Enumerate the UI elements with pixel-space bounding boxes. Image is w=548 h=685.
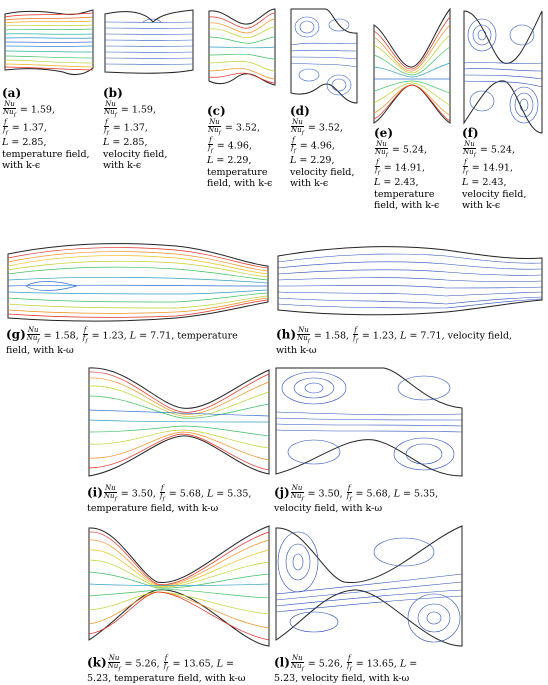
panel-c-temperature-field bbox=[207, 5, 277, 93]
panel-b-velocity-field bbox=[103, 8, 195, 80]
contour-plot bbox=[277, 246, 543, 316]
caption-i: (i) Nu Nuf = 3.50, f ff = 5.68, L = 5.35, t… bbox=[87, 484, 252, 515]
contour-plot bbox=[88, 525, 270, 647]
caption-d: (d) Nu Nuf = 3.52, f ff = 4.96, L = 2.29, … bbox=[290, 104, 355, 190]
contour-plot bbox=[4, 9, 94, 76]
caption-l: (l) Nu Nuf = 5.26, f ff = 13.65, L = 5.23, … bbox=[274, 654, 418, 685]
panel-label: (a) bbox=[2, 86, 22, 100]
contour-plot bbox=[208, 8, 276, 86]
panel-label: (e) bbox=[374, 126, 393, 140]
caption-c: (c) Nu Nuf = 3.52, f ff = 4.96, L = 2.29, … bbox=[207, 104, 273, 190]
panel-label: (f) bbox=[462, 126, 479, 140]
caption-g: (g) Nu Nuf = 1.58, f ff = 1.23, L = 7.71, t… bbox=[6, 326, 238, 357]
panel-k-temperature-field bbox=[87, 522, 271, 650]
panel-label: (g) bbox=[6, 327, 26, 342]
caption-f: (f) Nu Nuf = 5.24, f ff = 14.91, L = 2.43,… bbox=[462, 126, 527, 212]
panel-a-temperature-field bbox=[3, 8, 95, 80]
panel-e-temperature-field bbox=[372, 5, 452, 127]
panel-label: (j) bbox=[274, 485, 290, 500]
panel-i-temperature-field bbox=[87, 364, 271, 480]
caption-e: (e) Nu Nuf = 5.24, f ff = 14.91, L = 2.43,… bbox=[374, 126, 440, 212]
contour-plot bbox=[88, 367, 270, 477]
panel-label: (k) bbox=[87, 655, 107, 670]
panel-label: (l) bbox=[274, 655, 290, 670]
caption-j: (j) Nu Nuf = 3.50, f ff = 5.68, L = 5.35, v… bbox=[274, 484, 439, 515]
contour-plot bbox=[463, 10, 543, 134]
contour-plot bbox=[7, 243, 269, 322]
caption-b: (b) Nu Nuf = 1.59, f ff = 1.37, L = 2.85, … bbox=[103, 86, 168, 172]
panel-h-velocity-field bbox=[276, 236, 544, 324]
panel-f-velocity-field bbox=[462, 5, 545, 137]
panel-d-velocity-field bbox=[289, 5, 359, 107]
panel-g-temperature-field bbox=[6, 236, 270, 324]
panel-label: (c) bbox=[207, 104, 226, 118]
contour-plot bbox=[290, 8, 358, 104]
panel-j-velocity-field bbox=[274, 364, 464, 480]
contour-plot bbox=[275, 367, 463, 477]
contour-plot bbox=[275, 525, 463, 647]
panel-label: (h) bbox=[276, 327, 297, 342]
panel-label: (d) bbox=[290, 104, 310, 118]
contour-plot bbox=[104, 9, 194, 74]
panel-label: (b) bbox=[103, 86, 123, 100]
caption-a: (a) Nu Nuf = 1.59, f ff = 1.37, L = 2.85, … bbox=[2, 86, 90, 172]
panel-l-velocity-field bbox=[274, 522, 464, 650]
caption-h: (h) Nu Nuf = 1.58, f ff = 1.23, L = 7.71, v… bbox=[276, 326, 513, 357]
caption-k: (k) Nu Nuf = 5.26, f ff = 13.65, L = 5.23, … bbox=[87, 654, 246, 685]
contour-plot bbox=[373, 7, 451, 124]
panel-label: (i) bbox=[87, 485, 103, 500]
